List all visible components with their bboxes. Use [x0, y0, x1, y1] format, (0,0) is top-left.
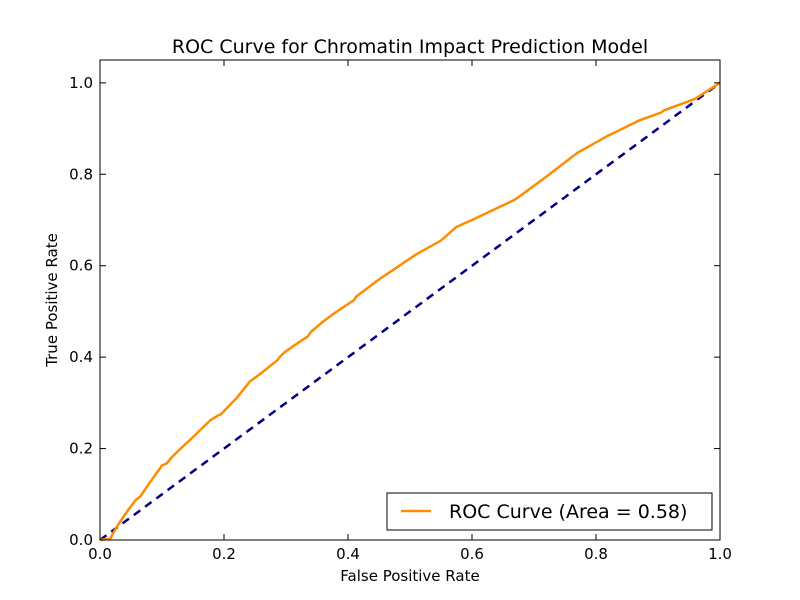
y-tick-label: 1.0: [69, 74, 93, 92]
x-tick-label: 0.6: [460, 545, 484, 563]
chance-diagonal-line: [99, 81, 721, 542]
y-axis-label: True Positive Rate: [43, 233, 61, 368]
y-tick-label: 0.6: [69, 257, 93, 275]
y-tick-label: 0.8: [69, 165, 93, 183]
axis-ticks: 0.0 0.2 0.4 0.6 0.8 1.0 0.0 0.2 0.4 0.6 0.8 1.0: [69, 60, 732, 563]
x-tick-label: 0.4: [336, 545, 360, 563]
y-tick-label: 0.2: [69, 440, 93, 458]
x-tick-label: 1.0: [708, 545, 732, 563]
y-tick-label: 0.0: [69, 531, 93, 549]
x-axis-label: False Positive Rate: [340, 567, 479, 585]
plot-frame: [99, 59, 721, 541]
x-tick-label: 0.0: [88, 545, 112, 563]
legend-label-roc-curve: ROC Curve (Area = 0.58): [449, 501, 687, 523]
x-tick-label: 0.8: [584, 545, 608, 563]
plot-area: [99, 81, 721, 542]
legend: ROC Curve (Area = 0.58): [386, 492, 713, 531]
y-tick-label: 0.4: [69, 348, 93, 366]
legend-box: [386, 492, 713, 531]
x-tick-label: 0.2: [212, 545, 236, 563]
roc-curve-line: [99, 81, 721, 542]
chart-title: ROC Curve for Chromatin Impact Predictio…: [172, 36, 648, 58]
